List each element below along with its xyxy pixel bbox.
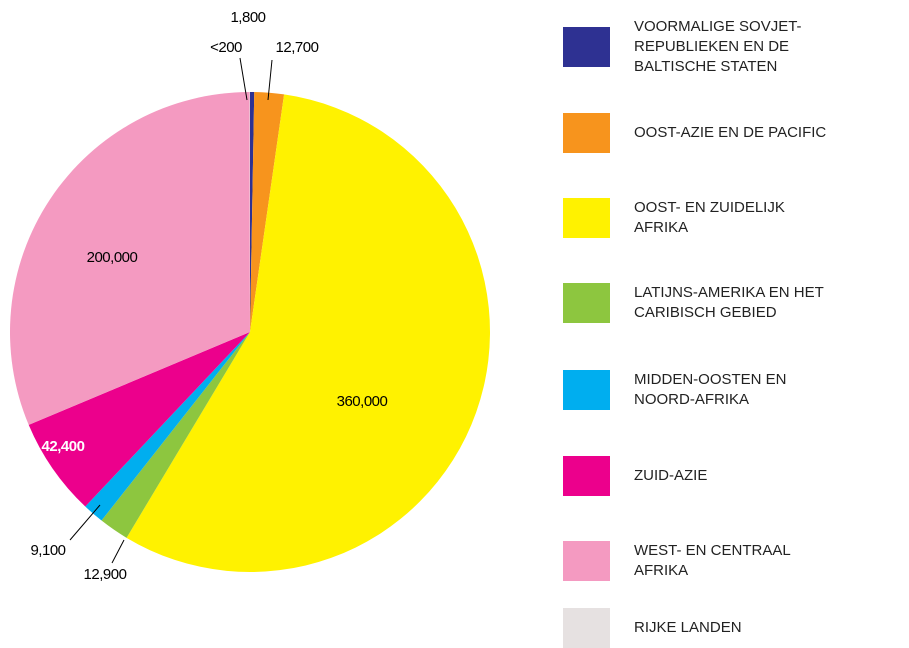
legend-swatch bbox=[563, 456, 610, 496]
legend-swatch bbox=[563, 27, 610, 67]
legend-item: OOST-AZIE EN DE PACIFIC bbox=[563, 113, 834, 153]
legend-swatch bbox=[563, 608, 610, 648]
legend-label: ZUID-AZIE bbox=[634, 466, 834, 486]
leader-line bbox=[70, 505, 100, 540]
data-label: 360,000 bbox=[337, 393, 388, 410]
legend-swatch bbox=[563, 541, 610, 581]
legend-label: LATIJNS-AMERIKA EN HET CARIBISCH GEBIED bbox=[634, 283, 834, 323]
legend-item: ZUID-AZIE bbox=[563, 456, 834, 496]
legend-label: VOORMALIGE SOVJET-REPUBLIEKEN EN DE BALT… bbox=[634, 17, 834, 77]
legend-swatch bbox=[563, 370, 610, 410]
legend-label: OOST- EN ZUIDELIJK AFRIKA bbox=[634, 198, 834, 238]
legend-label: WEST- EN CENTRAAL AFRIKA bbox=[634, 541, 834, 581]
legend-item: VOORMALIGE SOVJET-REPUBLIEKEN EN DE BALT… bbox=[563, 17, 834, 77]
legend-item: LATIJNS-AMERIKA EN HET CARIBISCH GEBIED bbox=[563, 283, 834, 323]
data-label: <200 bbox=[210, 39, 242, 56]
legend-label: OOST-AZIE EN DE PACIFIC bbox=[634, 123, 834, 143]
data-label: 12,900 bbox=[84, 566, 127, 583]
legend-swatch bbox=[563, 283, 610, 323]
legend-label: MIDDEN-OOSTEN EN NOORD-AFRIKA bbox=[634, 370, 834, 410]
data-label: 1,800 bbox=[230, 9, 265, 26]
legend-item: RIJKE LANDEN bbox=[563, 608, 834, 648]
data-label: 9,100 bbox=[30, 542, 65, 559]
data-label: 200,000 bbox=[87, 249, 138, 266]
legend-item: MIDDEN-OOSTEN EN NOORD-AFRIKA bbox=[563, 370, 834, 410]
legend-item: WEST- EN CENTRAAL AFRIKA bbox=[563, 541, 834, 581]
data-label: 12,700 bbox=[276, 39, 319, 56]
legend-item: OOST- EN ZUIDELIJK AFRIKA bbox=[563, 198, 834, 238]
legend-swatch bbox=[563, 198, 610, 238]
leader-line bbox=[112, 540, 124, 563]
legend-swatch bbox=[563, 113, 610, 153]
data-label: 42,400 bbox=[42, 438, 85, 455]
legend-label: RIJKE LANDEN bbox=[634, 618, 834, 638]
